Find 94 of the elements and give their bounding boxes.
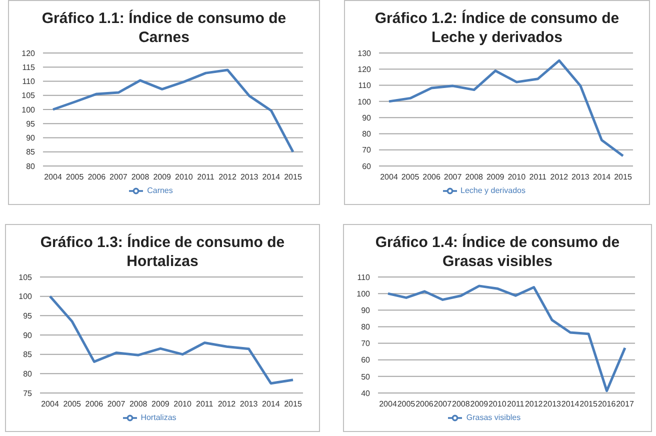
y-tick-label: 90 [26,134,36,143]
y-tick-label: 130 [358,48,372,58]
x-tick-label: 2004 [379,400,398,409]
y-tick-label: 120 [22,48,36,58]
chart-title: Gráfico 1.2: Índice de consumo de Leche y derivados [374,9,620,48]
y-tick-label: 40 [361,388,371,398]
y-tick-label: 80 [26,162,36,171]
x-tick-label: 2015 [284,400,302,409]
x-tick-label: 2015 [614,172,632,182]
y-tick-label: 80 [361,322,371,332]
y-tick-label: 85 [23,350,33,360]
x-tick-label: 2006 [88,172,106,182]
x-tick-label: 2011 [529,172,548,182]
x-tick-label: 2013 [240,172,259,182]
x-tick-label: 2013 [543,400,562,409]
x-tick-label: 2007 [434,400,452,409]
x-tick-label: 2011 [196,400,214,409]
x-tick-label: 2004 [41,400,60,409]
y-tick-label: 60 [361,356,371,365]
x-tick-label: 2010 [175,172,194,182]
y-tick-label: 75 [23,388,33,398]
x-tick-label: 2009 [470,400,489,409]
x-tick-label: 2005 [397,400,416,409]
x-tick-label: 2016 [598,400,616,409]
y-tick-label: 100 [18,292,33,302]
x-tick-label: 2006 [422,172,441,182]
y-tick-label: 95 [23,312,33,321]
y-tick-label: 115 [22,62,36,72]
x-tick-label: 2004 [44,172,62,182]
x-tick-label: 2011 [197,172,215,182]
legend-label: Carnes [147,186,173,196]
y-tick-label: 110 [357,272,371,282]
line-series [388,59,624,158]
y-tick-label: 110 [22,77,36,86]
y-tick-label: 80 [23,370,33,379]
x-tick-label: 2012 [218,400,236,409]
x-tick-label: 2005 [401,172,420,182]
x-tick-label: 2007 [110,172,128,182]
x-tick-label: 2010 [488,400,507,409]
y-tick-label: 100 [358,97,372,106]
x-tick-label: 2011 [507,400,525,409]
x-tick-label: 2012 [550,172,569,182]
y-tick-label: 80 [362,130,372,139]
y-tick-label: 100 [22,105,36,114]
x-tick-label: 2006 [416,400,434,409]
x-tick-label: 2013 [240,400,258,409]
x-tick-label: 2005 [63,400,82,409]
x-tick-label: 2007 [444,172,462,182]
y-tick-label: 70 [362,146,372,155]
chart-title: Gráfico 1.3: Índice de consumo de Hortalizas [39,233,286,272]
x-tick-label: 2008 [131,172,150,182]
x-tick-label: 2015 [580,400,598,409]
y-tick-label: 110 [358,81,372,90]
y-tick-label: 95 [26,119,36,128]
x-tick-label: 2014 [592,172,612,182]
y-tick-label: 50 [361,372,371,382]
y-tick-label: 105 [18,272,33,282]
line-series [52,68,294,154]
y-tick-label: 90 [361,306,371,315]
y-tick-label: 60 [362,162,372,171]
line-series [386,284,626,392]
y-tick-label: 90 [23,330,33,340]
legend-label: Hortalizas [140,413,176,422]
x-tick-label: 2009 [153,172,172,182]
y-tick-label: 70 [361,339,371,348]
x-tick-label: 2014 [262,400,280,409]
x-tick-label: 2010 [174,400,192,409]
chart-title: Gráfico 1.1: Índice de consumo de Carnes [40,9,288,48]
y-tick-label: 120 [358,64,372,74]
x-tick-label: 2007 [107,400,126,409]
x-tick-label: 2014 [262,172,281,182]
x-tick-label: 2004 [380,172,398,182]
y-tick-label: 90 [362,113,372,122]
x-tick-label: 2012 [524,400,544,409]
x-tick-label: 2008 [465,172,484,182]
x-tick-label: 2006 [85,400,104,409]
y-tick-label: 85 [26,148,36,157]
y-tick-label: 105 [22,91,36,100]
x-tick-label: 2010 [508,172,526,182]
x-tick-label: 2017 [616,400,634,409]
legend-label: Grasas visibles [466,413,521,422]
x-tick-label: 2005 [66,172,84,182]
x-tick-label: 2008 [129,400,148,409]
x-tick-label: 2015 [284,172,302,182]
chart-title: Gráfico 1.4: Índice de consumo de Grasas visibles [374,233,621,272]
x-tick-label: 2009 [486,172,505,182]
y-tick-label: 100 [356,289,371,298]
x-tick-label: 2012 [218,172,237,182]
x-tick-label: 2014 [561,400,580,409]
x-tick-label: 2009 [152,400,170,409]
x-tick-label: 2008 [452,400,470,409]
x-tick-label: 2013 [572,172,590,182]
legend-label: Leche y derivados [460,186,526,196]
line-series [48,295,294,385]
